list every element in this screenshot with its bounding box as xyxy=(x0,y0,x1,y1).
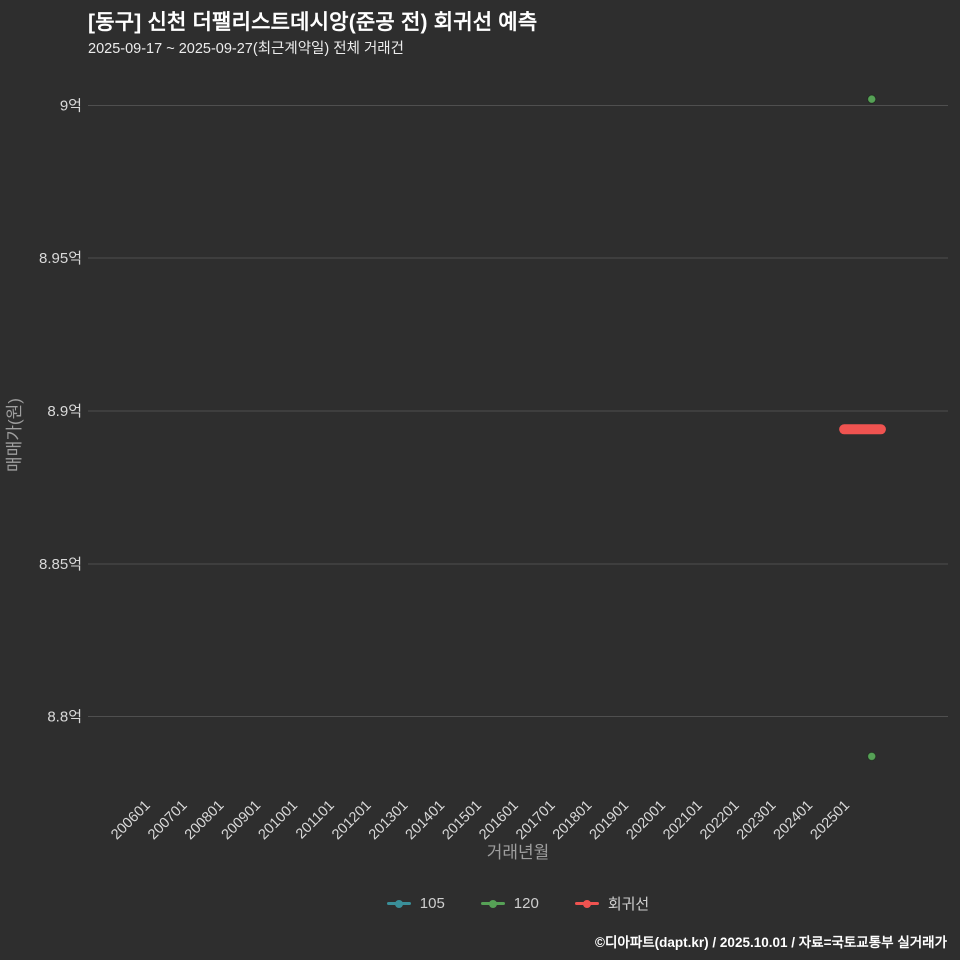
x-tick-label: 201201 xyxy=(329,798,375,844)
price-scatter-chart[interactable]: 9억8.95억8.9억8.85억8.8억20060120070120080120… xyxy=(0,0,960,880)
x-tick-label: 201001 xyxy=(255,798,301,844)
legend-marker-icon xyxy=(480,899,505,909)
y-tick-label: 9억 xyxy=(60,97,82,114)
x-tick-label: 200601 xyxy=(108,798,154,844)
x-tick-label: 201801 xyxy=(550,798,596,844)
legend-item-회귀선[interactable]: 회귀선 xyxy=(574,893,650,914)
x-tick-label: 202001 xyxy=(623,798,669,844)
legend-item-105[interactable]: 105 xyxy=(386,895,445,912)
x-tick-label: 201401 xyxy=(403,798,449,844)
legend-dot-icon xyxy=(488,899,497,908)
x-tick-label: 202301 xyxy=(734,798,780,844)
x-tick-label: 201301 xyxy=(366,798,412,844)
legend-marker-icon xyxy=(574,899,599,909)
x-tick-label: 201901 xyxy=(587,798,633,844)
x-tick-label: 201701 xyxy=(513,798,559,844)
x-tick-label: 202501 xyxy=(807,798,853,844)
x-tick-label: 201501 xyxy=(439,798,485,844)
x-tick-label: 201601 xyxy=(476,798,522,844)
y-tick-label: 8.8억 xyxy=(47,709,82,726)
x-tick-label: 202101 xyxy=(660,798,706,844)
legend-dot-icon xyxy=(582,899,591,908)
legend-item-120[interactable]: 120 xyxy=(480,895,539,912)
x-tick-label: 200701 xyxy=(145,798,191,844)
chart-legend: 105 120 회귀선 xyxy=(88,893,948,914)
x-tick-label: 202201 xyxy=(697,798,743,844)
chart-subtitle: 2025-09-17 ~ 2025-09-27(최근계약일) 전체 거래건 xyxy=(88,41,404,57)
copyright-footer: ©디아파트(dapt.kr) / 2025.10.01 / 자료=국토교통부 실… xyxy=(595,935,947,950)
y-tick-label: 8.85억 xyxy=(39,556,82,573)
data-point-120[interactable] xyxy=(867,751,877,761)
legend-dot-icon xyxy=(394,899,403,908)
chart-title: [동구] 신천 더팰리스트데시앙(준공 전) 회귀선 예측 xyxy=(88,11,538,34)
data-point-120[interactable] xyxy=(867,94,877,104)
x-tick-label: 202401 xyxy=(771,798,817,844)
y-tick-label: 8.95억 xyxy=(39,250,82,267)
y-tick-label: 8.9억 xyxy=(47,403,82,420)
y-axis-title: 매매가(원) xyxy=(5,398,24,472)
x-tick-label: 200801 xyxy=(182,798,228,844)
x-axis-title: 거래년월 xyxy=(487,843,550,862)
legend-label: 105 xyxy=(419,895,445,912)
x-tick-label: 200901 xyxy=(219,798,265,844)
x-tick-label: 201101 xyxy=(293,798,338,843)
legend-label: 회귀선 xyxy=(607,896,650,913)
legend-marker-icon xyxy=(386,899,411,909)
legend-label: 120 xyxy=(513,895,539,912)
